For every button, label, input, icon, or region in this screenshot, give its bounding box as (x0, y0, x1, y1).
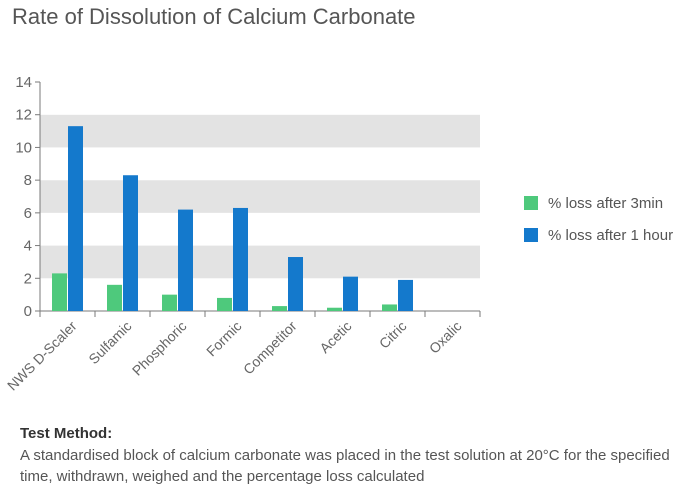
bar-1hour (288, 257, 303, 311)
bars (52, 126, 413, 312)
bar-1hour (233, 207, 248, 311)
bar-3min (107, 284, 122, 311)
legend-label-1hour: % loss after 1 hour (548, 226, 674, 244)
bar-1hour (178, 209, 193, 311)
x-tick-label: Acetic (316, 318, 354, 356)
bar-3min (217, 297, 232, 311)
y-tick-label: 12 (15, 107, 32, 124)
y-tick-label: 2 (24, 270, 32, 287)
grid-band (40, 114, 480, 148)
x-tick-label: Phosphoric (129, 318, 190, 379)
x-tick-label: NWS D-Scaler (4, 318, 80, 394)
bar-chart: 0 2 4 6 8 10 12 14 NWS D-Scaler SulfamicPhosphor… (4, 74, 481, 394)
legend-swatch-3min (524, 196, 538, 210)
x-tick-label: Citric (376, 318, 410, 352)
chart-title: Rate of Dissolution of Calcium Carbonate (12, 4, 416, 29)
bar-3min (162, 294, 177, 311)
bar-3min (52, 273, 67, 311)
method-text: A standardised block of calcium carbonat… (20, 447, 670, 485)
grid-band (40, 278, 480, 311)
y-tick-label: 10 (15, 139, 32, 156)
y-tick-labels: 0 2 4 6 8 10 12 14 (15, 74, 32, 320)
grid-band (40, 147, 480, 181)
bar-3min (272, 306, 287, 311)
bar-1hour (398, 279, 413, 311)
x-tick-label: Oxalic (426, 318, 465, 357)
y-tick-label: 14 (15, 74, 32, 91)
bar-1hour (68, 126, 83, 312)
y-tick-label: 4 (24, 238, 32, 255)
x-tick-label: Competitor (240, 318, 300, 378)
x-tick-label: Formic (203, 318, 245, 360)
bar-1hour (343, 276, 358, 311)
grid-band (40, 180, 480, 213)
y-tick-label: 0 (24, 303, 32, 320)
legend-swatch-1hour (524, 228, 538, 242)
legend: % loss after 3min % loss after 1 hour (524, 192, 673, 256)
grid-bands (40, 82, 480, 311)
y-tick-label: 6 (24, 205, 32, 222)
x-tick-label: Sulfamic (85, 318, 134, 367)
legend-item-3min: % loss after 3min (524, 192, 673, 214)
bar-1hour (123, 175, 138, 311)
y-tick-label: 8 (24, 172, 32, 189)
bar-3min (327, 307, 342, 311)
bar-3min (382, 304, 397, 311)
legend-item-1hour: % loss after 1 hour (524, 224, 673, 246)
grid-band (40, 82, 480, 115)
grid-band (40, 245, 480, 279)
grid-band (40, 212, 480, 246)
method-heading: Test Method: (20, 425, 113, 442)
legend-label-3min: % loss after 3min (548, 194, 664, 212)
